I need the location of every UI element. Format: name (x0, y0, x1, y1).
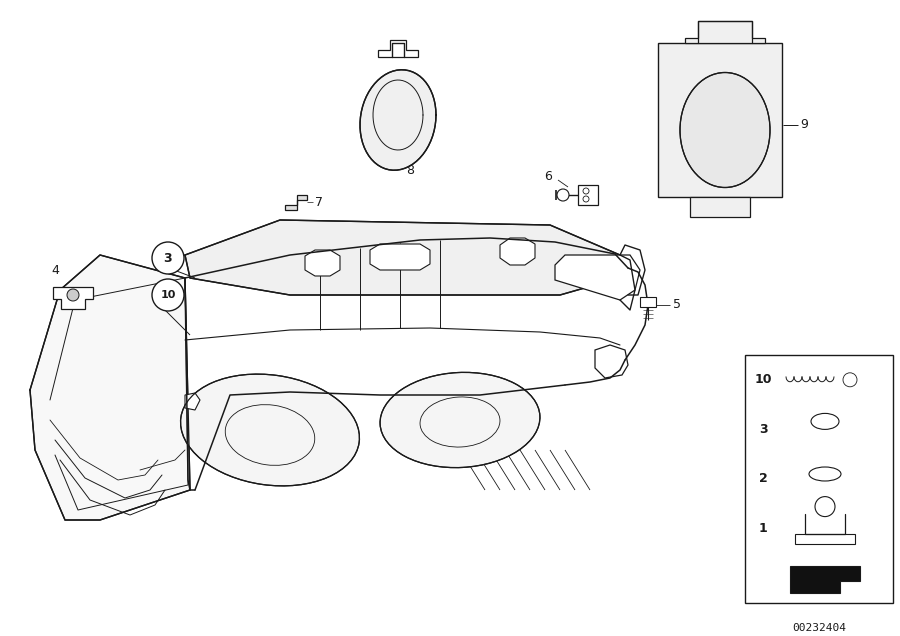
Text: 7: 7 (315, 195, 323, 209)
Text: 6: 6 (544, 170, 552, 184)
Polygon shape (795, 534, 855, 544)
Ellipse shape (809, 467, 841, 481)
Polygon shape (185, 393, 200, 410)
Text: 5: 5 (673, 298, 681, 312)
Ellipse shape (811, 413, 839, 429)
Polygon shape (360, 70, 436, 170)
Circle shape (152, 242, 184, 274)
Text: 8: 8 (406, 163, 414, 177)
Polygon shape (790, 566, 860, 593)
Polygon shape (370, 244, 430, 270)
Text: 10: 10 (160, 290, 176, 300)
Polygon shape (285, 195, 307, 210)
Circle shape (557, 189, 569, 201)
Circle shape (152, 279, 184, 311)
Text: 00232404: 00232404 (792, 623, 846, 633)
Polygon shape (378, 40, 418, 57)
Text: 3: 3 (164, 251, 172, 265)
Ellipse shape (380, 373, 540, 467)
Ellipse shape (181, 374, 359, 486)
Polygon shape (305, 250, 340, 276)
Polygon shape (658, 43, 782, 197)
Text: 3: 3 (759, 423, 768, 436)
Ellipse shape (680, 73, 770, 188)
Polygon shape (640, 297, 656, 307)
Text: 10: 10 (754, 373, 772, 386)
Polygon shape (30, 255, 190, 520)
Polygon shape (500, 238, 535, 265)
Text: 4: 4 (51, 263, 59, 277)
Polygon shape (745, 355, 893, 603)
Polygon shape (595, 345, 628, 378)
Polygon shape (685, 21, 765, 43)
Text: 2: 2 (759, 473, 768, 485)
Text: 1: 1 (759, 522, 768, 535)
Circle shape (815, 497, 835, 516)
Polygon shape (185, 220, 630, 295)
Circle shape (67, 289, 79, 301)
Text: 9: 9 (800, 118, 808, 132)
Polygon shape (555, 255, 640, 300)
Polygon shape (578, 185, 598, 205)
Polygon shape (53, 287, 93, 309)
Polygon shape (690, 197, 750, 217)
